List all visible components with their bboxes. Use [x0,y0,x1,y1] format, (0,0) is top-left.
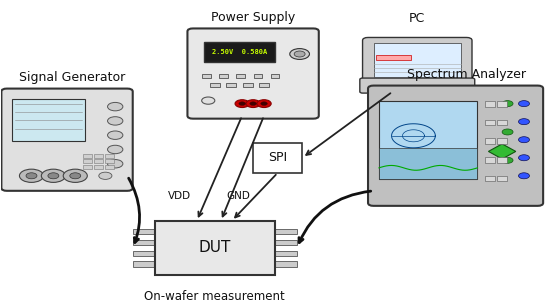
Bar [133,262,155,267]
Circle shape [519,119,530,125]
Text: On-wafer measurement: On-wafer measurement [145,290,285,303]
FancyBboxPatch shape [360,78,475,93]
Bar [84,165,92,169]
Bar [204,42,275,61]
Bar [84,154,92,158]
FancyArrowPatch shape [129,178,140,243]
Circle shape [26,173,37,179]
Circle shape [239,102,245,105]
Text: Signal Generator: Signal Generator [19,71,125,84]
Bar [497,101,507,107]
Bar [497,138,507,144]
Circle shape [250,102,256,105]
Bar [379,101,477,179]
Bar [275,262,297,267]
Bar [210,84,220,87]
Circle shape [519,155,530,161]
FancyArrowPatch shape [299,191,371,243]
Bar [202,75,211,78]
Circle shape [108,131,123,139]
Bar [379,148,477,179]
Bar [275,251,297,256]
Circle shape [519,137,530,143]
Bar [12,99,85,141]
Circle shape [246,100,260,107]
Bar [236,75,245,78]
Bar [497,176,507,181]
FancyBboxPatch shape [2,89,133,191]
Text: GND: GND [226,191,250,201]
Bar [485,138,495,144]
Circle shape [235,100,249,107]
Bar [271,75,279,78]
Text: Spectrum Analyzer: Spectrum Analyzer [407,68,526,81]
Bar [376,55,411,60]
Circle shape [41,169,65,182]
Bar [133,240,155,245]
Circle shape [202,97,215,104]
Circle shape [502,129,513,135]
Text: Power Supply: Power Supply [211,11,295,24]
Bar [497,157,507,162]
Text: PC: PC [409,13,425,25]
Bar [95,154,103,158]
Circle shape [502,101,513,107]
Bar [243,84,252,87]
FancyBboxPatch shape [368,86,543,206]
Bar [106,159,114,163]
Circle shape [108,145,123,154]
Text: 2.50V  0.580A: 2.50V 0.580A [212,49,267,55]
Circle shape [108,160,123,168]
Bar [133,229,155,235]
Bar [275,240,297,245]
Bar [485,120,495,125]
Bar [95,159,103,163]
Bar [254,75,262,78]
Bar [259,84,269,87]
Bar [84,159,92,163]
Bar [485,101,495,107]
FancyBboxPatch shape [362,37,472,86]
Circle shape [70,173,81,179]
Circle shape [48,173,59,179]
Circle shape [108,117,123,125]
Circle shape [294,51,305,57]
Bar [95,165,103,169]
Bar [155,221,275,275]
Bar [485,176,495,181]
Circle shape [99,172,112,179]
Bar [373,44,461,76]
Text: VDD: VDD [168,191,191,201]
Polygon shape [488,144,516,159]
Bar [106,165,114,169]
Bar [226,84,236,87]
Text: SPI: SPI [268,151,287,164]
Circle shape [519,173,530,179]
Bar [106,154,114,158]
FancyBboxPatch shape [188,29,319,119]
Circle shape [108,103,123,111]
Circle shape [63,169,87,182]
Bar [497,120,507,125]
Circle shape [257,100,271,107]
Text: DUT: DUT [199,240,231,255]
Bar [485,157,495,162]
Circle shape [502,157,513,163]
Circle shape [519,101,530,107]
Bar [275,229,297,235]
Bar [133,251,155,256]
Bar [253,143,302,173]
Circle shape [290,49,310,60]
Circle shape [19,169,43,182]
Bar [219,75,228,78]
Circle shape [261,102,267,105]
